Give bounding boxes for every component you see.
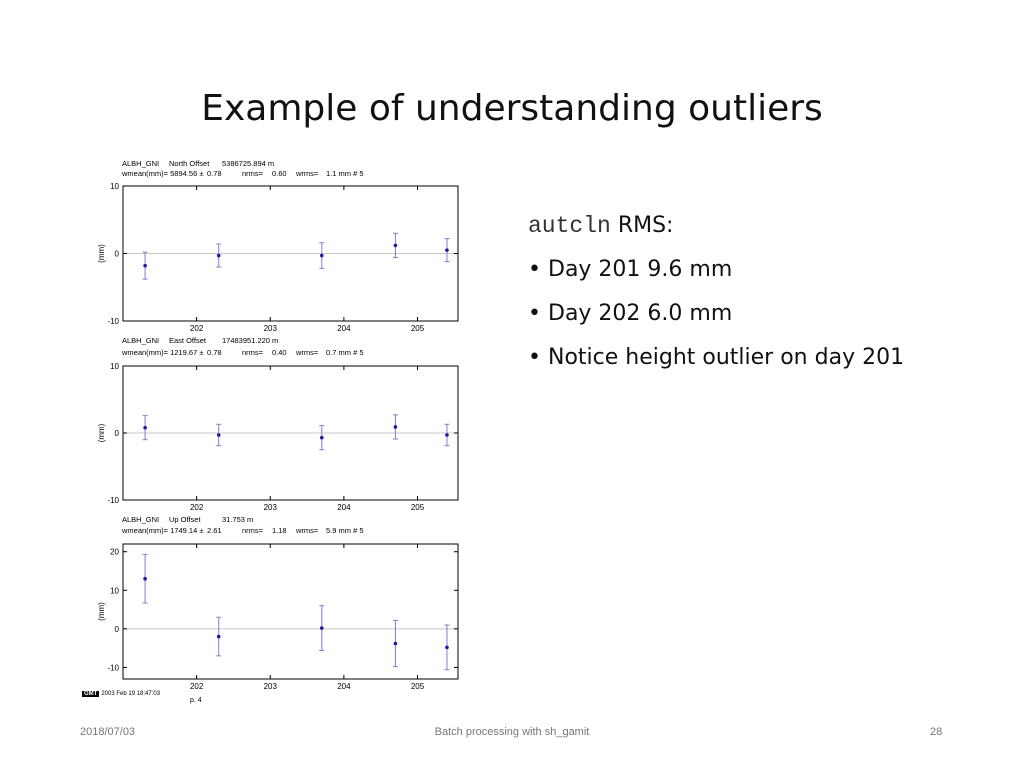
data-point: [319, 435, 324, 440]
gmt-timestamp: GMT 2003 Feb 19 18:47:03: [82, 691, 160, 697]
gmt-logo: GMT: [82, 691, 100, 697]
plot-stats-text: 2.61: [207, 526, 222, 535]
gmt-timestamp-text: 2003 Feb 19 18:47:03: [101, 691, 161, 697]
plot-header-text: Up Offset: [169, 515, 201, 524]
bullet-text: Day 201 9.6 mm: [548, 257, 733, 282]
plot-stats-text: 0.7 mm # 5: [326, 348, 364, 357]
y-tick-label: 0: [115, 625, 120, 634]
bullet-dot-icon: •: [528, 345, 541, 370]
plot-header-text: East Offset: [169, 336, 207, 345]
x-tick-label: 204: [337, 324, 351, 333]
x-tick-label: 205: [411, 324, 425, 333]
plot-stats-text: nrms=: [242, 348, 264, 357]
plot-header-text: ALBH_GNI: [122, 159, 159, 168]
x-tick-label: 203: [264, 503, 278, 512]
footer-page-number: 28: [930, 726, 943, 738]
plot-stats-text: 0.40: [272, 348, 287, 357]
plot-stats-text: nrms=: [242, 526, 264, 535]
bullet-text: Notice height outlier on day 201: [548, 345, 905, 370]
y-tick-label: 0: [115, 429, 120, 438]
data-point: [445, 248, 449, 252]
footer-title: Batch processing with sh_gamit: [434, 726, 590, 738]
plot-stats-text: 0.60: [272, 169, 287, 178]
x-tick-label: 203: [264, 324, 278, 333]
autcln-code: autcln: [528, 213, 611, 239]
y-axis-label: (mm): [97, 423, 106, 442]
bullet-item-outlier: • Notice height outlier on day 201: [528, 340, 998, 384]
plot-stats-text: wmean(mm)= 1219.67 ±: [121, 348, 203, 357]
bullet-text: Day 202 6.0 mm: [548, 301, 733, 326]
data-point: [393, 641, 398, 646]
plot-stats-text: wrms=: [295, 169, 319, 178]
data-point: [143, 263, 147, 268]
plot-page-label: p. 4: [190, 697, 202, 704]
data-point: [445, 433, 449, 437]
data-point: [143, 425, 147, 430]
y-tick-label: 10: [110, 182, 119, 191]
plot-header-text: 17483951.220 m: [222, 336, 278, 345]
bullet-dot-icon: •: [528, 257, 541, 282]
y-axis-label: (mm): [97, 602, 106, 621]
y-tick-label: 20: [110, 548, 119, 557]
y-axis-label: (mm): [97, 244, 106, 263]
x-tick-label: 202: [190, 503, 204, 512]
plot-header-text: North Offset: [169, 159, 210, 168]
plot-stats-text: wmean(mm)= 5894.56 ±: [121, 169, 203, 178]
y-tick-label: -10: [107, 317, 119, 326]
plot-stats-text: 1.18: [272, 526, 287, 535]
data-point: [393, 425, 398, 429]
bullet-heading: autcln RMS:: [528, 208, 998, 252]
x-tick-label: 204: [337, 682, 351, 691]
data-point: [393, 243, 398, 248]
data-point: [319, 626, 324, 630]
plot-stats-text: 1.1 mm # 5: [326, 169, 364, 178]
plot-header-text: ALBH_GNI: [122, 336, 159, 345]
plot-header-text: ALBH_GNI: [122, 515, 159, 524]
plot-stats-text: wrms=: [295, 526, 319, 535]
plot-header-text: 31.753 m: [222, 515, 253, 524]
slide-title: Example of understanding outliers: [201, 88, 823, 129]
plot-header-text: 5386725.894 m: [222, 159, 274, 168]
data-point: [319, 253, 324, 258]
rms-heading-text: RMS:: [610, 213, 674, 238]
y-tick-label: 10: [110, 586, 119, 595]
data-point: [216, 634, 221, 639]
rms-bullet-list: autcln RMS: • Day 201 9.6 mm • Day 202 6.0…: [528, 208, 998, 384]
plot-stats-text: wmean(mm)= 1749.14 ±: [121, 526, 203, 535]
x-tick-label: 205: [411, 682, 425, 691]
plot-stats-text: 0.78: [207, 348, 222, 357]
footer-date: 2018/07/03: [80, 726, 136, 738]
x-tick-label: 204: [337, 503, 351, 512]
x-tick-label: 203: [264, 682, 278, 691]
data-point: [143, 576, 147, 581]
plot-frame: [122, 543, 459, 680]
data-point: [445, 645, 449, 650]
x-tick-label: 202: [190, 682, 204, 691]
y-tick-label: 0: [115, 250, 120, 259]
y-tick-label: 10: [110, 362, 119, 371]
bullet-dot-icon: •: [528, 301, 541, 326]
plot-stats-text: 5.9 mm # 5: [326, 526, 364, 535]
bullet-item-day202: • Day 202 6.0 mm: [528, 296, 998, 340]
x-tick-label: 202: [190, 324, 204, 333]
y-tick-label: -10: [107, 663, 119, 672]
x-tick-label: 205: [411, 503, 425, 512]
bullet-item-day201: • Day 201 9.6 mm: [528, 252, 998, 296]
plot-stats-text: wrms=: [295, 348, 319, 357]
data-point: [216, 433, 221, 437]
y-tick-label: -10: [107, 496, 119, 505]
plot-stats-text: nrms=: [242, 169, 264, 178]
data-point: [216, 253, 221, 258]
plot-stats-text: 0.78: [207, 169, 222, 178]
